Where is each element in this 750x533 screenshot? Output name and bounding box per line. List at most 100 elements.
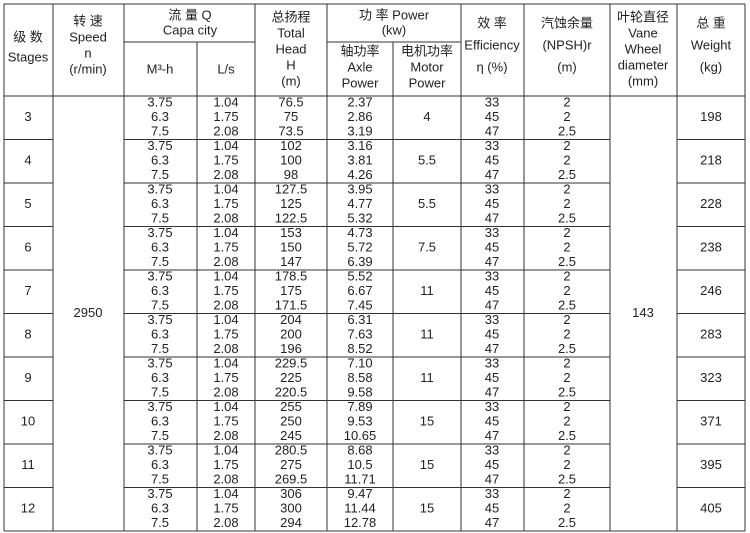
cell-value: 7.5 [151,167,169,182]
cell-value: 1.04 [213,355,238,370]
cell-value: 3.75 [147,312,172,327]
header-text: 总扬程 [271,9,310,24]
cell-value: 2.5 [558,123,576,138]
cell-value: 7.5 [151,428,169,443]
cell-value: 2 [563,370,570,385]
cell-value: 2 [563,181,570,196]
cell-value: 5.5 [418,153,436,168]
cell-value: 229.5 [275,355,308,370]
header-text: (kw) [382,22,407,37]
cell-value: 3.75 [147,94,172,109]
cell-value: 2 [563,109,570,124]
cell-value: 12.78 [344,515,377,530]
cell-value: 2.08 [213,167,238,182]
cell-value: 228 [700,196,722,211]
header-text: Total [277,25,305,40]
cell-value: 8 [24,327,31,342]
cell-value: 1.04 [213,442,238,457]
header-text: (kg) [700,59,722,74]
cell-value: 2.37 [347,94,372,109]
cell-value: 98 [284,167,298,182]
cell-value: 6.3 [151,109,169,124]
cell-value: 2.5 [558,254,576,269]
cell-value: 9.53 [347,413,372,428]
cell-value: 11 [420,327,434,342]
cell-value: 2 [563,355,570,370]
cell-value: 7.5 [151,515,169,530]
cell-value: 1.75 [213,109,238,124]
cell-value: 2 [563,196,570,211]
cell-value: 2.5 [558,471,576,486]
cell-value: 175 [280,283,302,298]
cell-value: 2.5 [558,167,576,182]
cell-value: 147 [280,254,302,269]
cell-value: 3.95 [347,181,372,196]
cell-value: 45 [485,109,499,124]
header-text: 流 量 Q [168,7,211,22]
header-text: Axle [347,59,372,74]
cell-value: 6.3 [151,413,169,428]
header-text: 转 速 [73,13,103,28]
cell-value: 4 [423,109,430,124]
cell-value: 7.10 [347,355,372,370]
cell-value: 6.3 [151,196,169,211]
header-text: (m) [557,59,577,74]
cell-value: 33 [485,355,499,370]
cell-value: 178.5 [275,268,308,283]
cell-value: 1.75 [213,500,238,515]
cell-value: 6.3 [151,500,169,515]
cell-value: 33 [485,486,499,501]
header-text: Speed [69,29,107,44]
cell-value: 204 [280,312,302,327]
cell-value: 3.81 [347,152,372,167]
cell-value: 45 [485,370,499,385]
cell-value: 6.3 [151,239,169,254]
cell-value: 15 [420,501,434,516]
cell-value: 2 [563,486,570,501]
header-text: 电机功率 [401,43,453,58]
cell-value: 2.5 [558,515,576,530]
cell-value: 405 [700,501,722,516]
cell-value: 255 [280,399,302,414]
cell-value: 238 [700,240,722,255]
cell-value: 3 [24,109,31,124]
header-text: 轴功率 [340,43,379,58]
cell-value: 198 [700,109,722,124]
header-text: diameter [618,57,669,72]
cell-value: 2 [563,152,570,167]
cell-value: 45 [485,283,499,298]
cell-value: 102 [280,138,302,153]
cell-value: 3.75 [147,225,172,240]
header-text: M³-h [147,61,174,76]
cell-value: 7.5 [418,240,436,255]
cell-value: 125 [280,196,302,211]
header-text: Power [342,75,380,90]
cell-value: 1.75 [213,413,238,428]
cell-value: 47 [485,341,499,356]
cell-value: 7.63 [347,326,372,341]
header-text: 级 数 [13,29,43,44]
cell-value: 7.89 [347,399,372,414]
header-text: 叶轮直径 [617,9,669,24]
diameter-value: 143 [632,305,654,320]
cell-value: 306 [280,486,302,501]
cell-value: 1.04 [213,486,238,501]
cell-value: 2.5 [558,297,576,312]
cell-value: 6.67 [347,283,372,298]
cell-value: 6.3 [151,457,169,472]
cell-value: 45 [485,196,499,211]
header-text: 总 重 [696,15,726,30]
cell-value: 11 [420,370,434,385]
cell-value: 75 [284,109,298,124]
cell-value: 2 [563,239,570,254]
cell-value: 2.5 [558,428,576,443]
cell-value: 269.5 [275,471,308,486]
cell-value: 2.86 [347,109,372,124]
cell-value: 8.68 [347,442,372,457]
cell-value: 6.3 [151,370,169,385]
header-text: L/s [217,61,235,76]
cell-value: 2 [563,268,570,283]
header-text: 效 率 [477,15,507,30]
cell-value: 1.04 [213,399,238,414]
cell-value: 7.5 [151,123,169,138]
